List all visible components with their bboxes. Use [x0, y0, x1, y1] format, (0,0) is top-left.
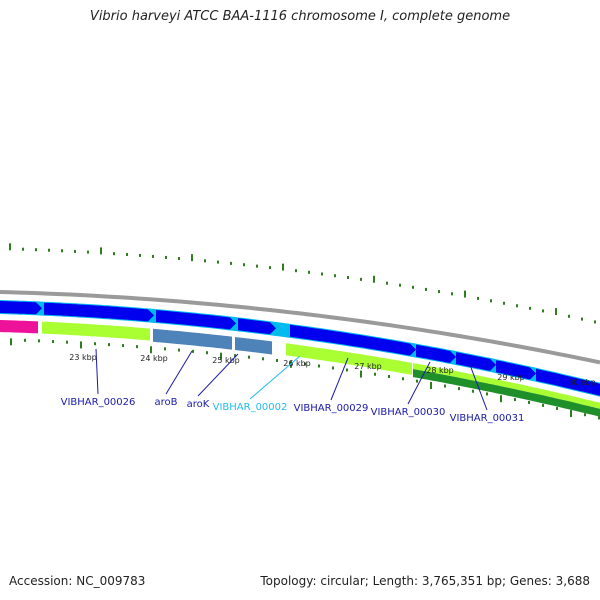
accession-text: Accession: NC_009783 [9, 574, 146, 588]
gene-label[interactable]: VIBHAR_00002 [213, 402, 288, 413]
gene-label[interactable]: aroB [155, 397, 178, 408]
feature-block-steel [235, 337, 272, 355]
backbone-ring [0, 290, 600, 365]
feature-block-steel [153, 328, 232, 350]
gene-arrow [238, 318, 276, 335]
gene-label[interactable]: VIBHAR_00029 [294, 403, 369, 414]
map-title: Vibrio harveyi ATCC BAA-1116 chromosome … [89, 9, 511, 24]
gene-arrow [416, 344, 456, 363]
gene-label[interactable]: VIBHAR_00030 [371, 407, 446, 418]
scale-tick-label: 25 kbp [212, 356, 240, 365]
genome-rings [0, 290, 600, 417]
feature-block-magenta [0, 320, 38, 334]
gene-arrow [496, 360, 536, 380]
gene-label[interactable]: aroK [187, 399, 210, 410]
callout-line [95, 348, 99, 395]
scale-tick-label: 23 kbp [69, 353, 97, 362]
gene-arrow [536, 368, 600, 396]
scale-tick-label: 29 kbp [497, 373, 525, 382]
callout-line [407, 361, 431, 405]
genome-stats-text: Topology: circular; Length: 3,765,351 bp… [260, 574, 590, 588]
gene-callouts: VIBHAR_00026 aroB aroK VIBHAR_00002 VIBHAR_0… [61, 348, 525, 424]
callout-line [165, 350, 193, 395]
callout-line [469, 364, 488, 411]
feature-block-lime [286, 343, 412, 375]
gene-label[interactable]: VIBHAR_00026 [61, 397, 136, 408]
callout-line [197, 353, 239, 397]
gene-arrow [456, 352, 496, 371]
gene-arrow [0, 301, 42, 315]
scale-tick-label: 24 kbp [140, 354, 168, 363]
gene-label[interactable]: VIBHAR_00031 [450, 413, 525, 424]
scale-tick-label: 28 kbp [426, 366, 454, 375]
scale-tick-label: 30 kbp [568, 378, 596, 387]
feature-block-lime [42, 321, 150, 341]
gene-arrow [44, 302, 154, 322]
feature-block-green [413, 369, 600, 417]
scale-ticks [10, 338, 600, 420]
scale-tick-label: 27 kbp [354, 362, 382, 371]
skew-plot-ticks [9, 243, 596, 324]
gene-arrow [290, 324, 416, 356]
scale-tick-label: 26 kbp [283, 359, 311, 368]
feature-block-lime [413, 363, 600, 409]
callout-line [330, 357, 349, 401]
callout-line [249, 355, 301, 400]
scale-labels: 23 kbp 24 kbp 25 kbp 26 kbp 27 kbp 28 kbp 29 k… [69, 353, 596, 387]
gene-arrow [156, 310, 236, 330]
